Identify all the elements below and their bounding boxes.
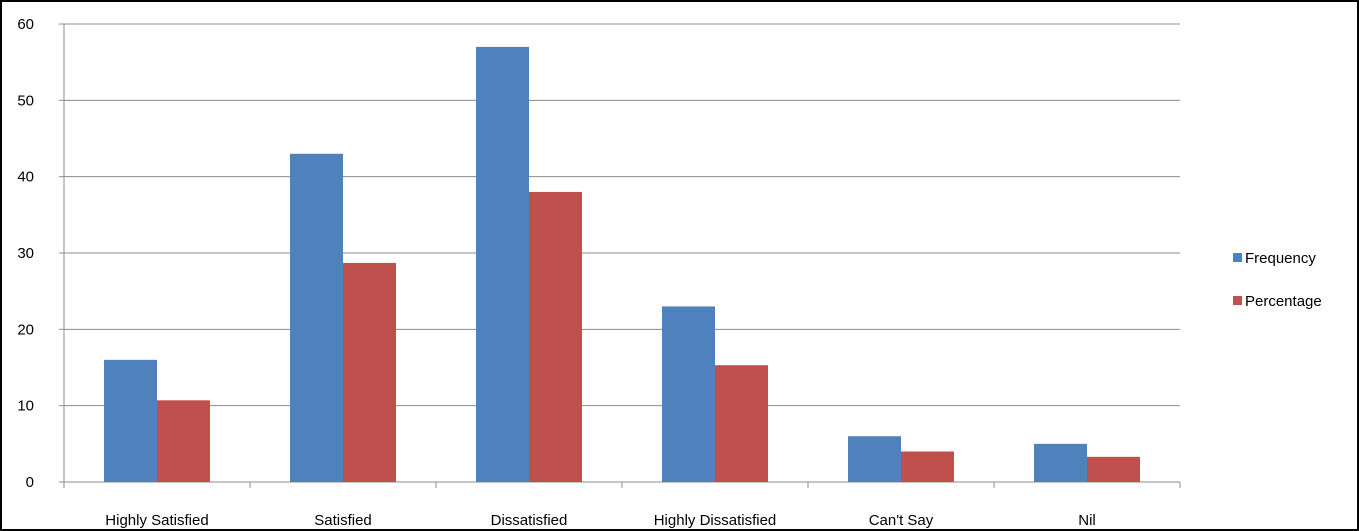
y-tick-label: 60: [17, 16, 34, 33]
bar-percentage-1: [343, 262, 396, 482]
y-tick-label: 30: [17, 245, 34, 262]
bar-percentage-4: [901, 451, 954, 482]
y-tick-label: 50: [17, 92, 34, 109]
bar-frequency-3: [662, 306, 715, 482]
legend-label-percentage: Percentage: [1245, 293, 1322, 310]
legend-swatch-frequency: [1233, 253, 1242, 262]
bar-frequency-2: [476, 46, 529, 483]
legend-label-frequency: Frequency: [1245, 250, 1316, 267]
x-category-label: Highly Satisfied: [105, 512, 208, 529]
bar-frequency-4: [848, 436, 901, 482]
x-category-label: Dissatisfied: [491, 512, 568, 529]
y-tick-label: 20: [17, 321, 34, 338]
bar-percentage-0: [157, 400, 210, 482]
bar-frequency-0: [104, 359, 157, 482]
x-category-label: Can't Say: [869, 512, 934, 529]
x-category-label: Satisfied: [314, 512, 372, 529]
y-tick-label: 0: [26, 474, 34, 491]
x-category-label: Highly Dissatisfied: [654, 512, 777, 529]
bar-percentage-5: [1087, 456, 1140, 482]
bar-frequency-5: [1034, 443, 1087, 482]
y-tick-label: 40: [17, 169, 34, 186]
bar-percentage-2: [529, 191, 582, 482]
bar-frequency-1: [290, 153, 343, 482]
bar-percentage-3: [715, 365, 768, 482]
y-tick-label: 10: [17, 398, 34, 415]
x-category-label: Nil: [1078, 512, 1096, 529]
legend-swatch-percentage: [1233, 296, 1242, 305]
